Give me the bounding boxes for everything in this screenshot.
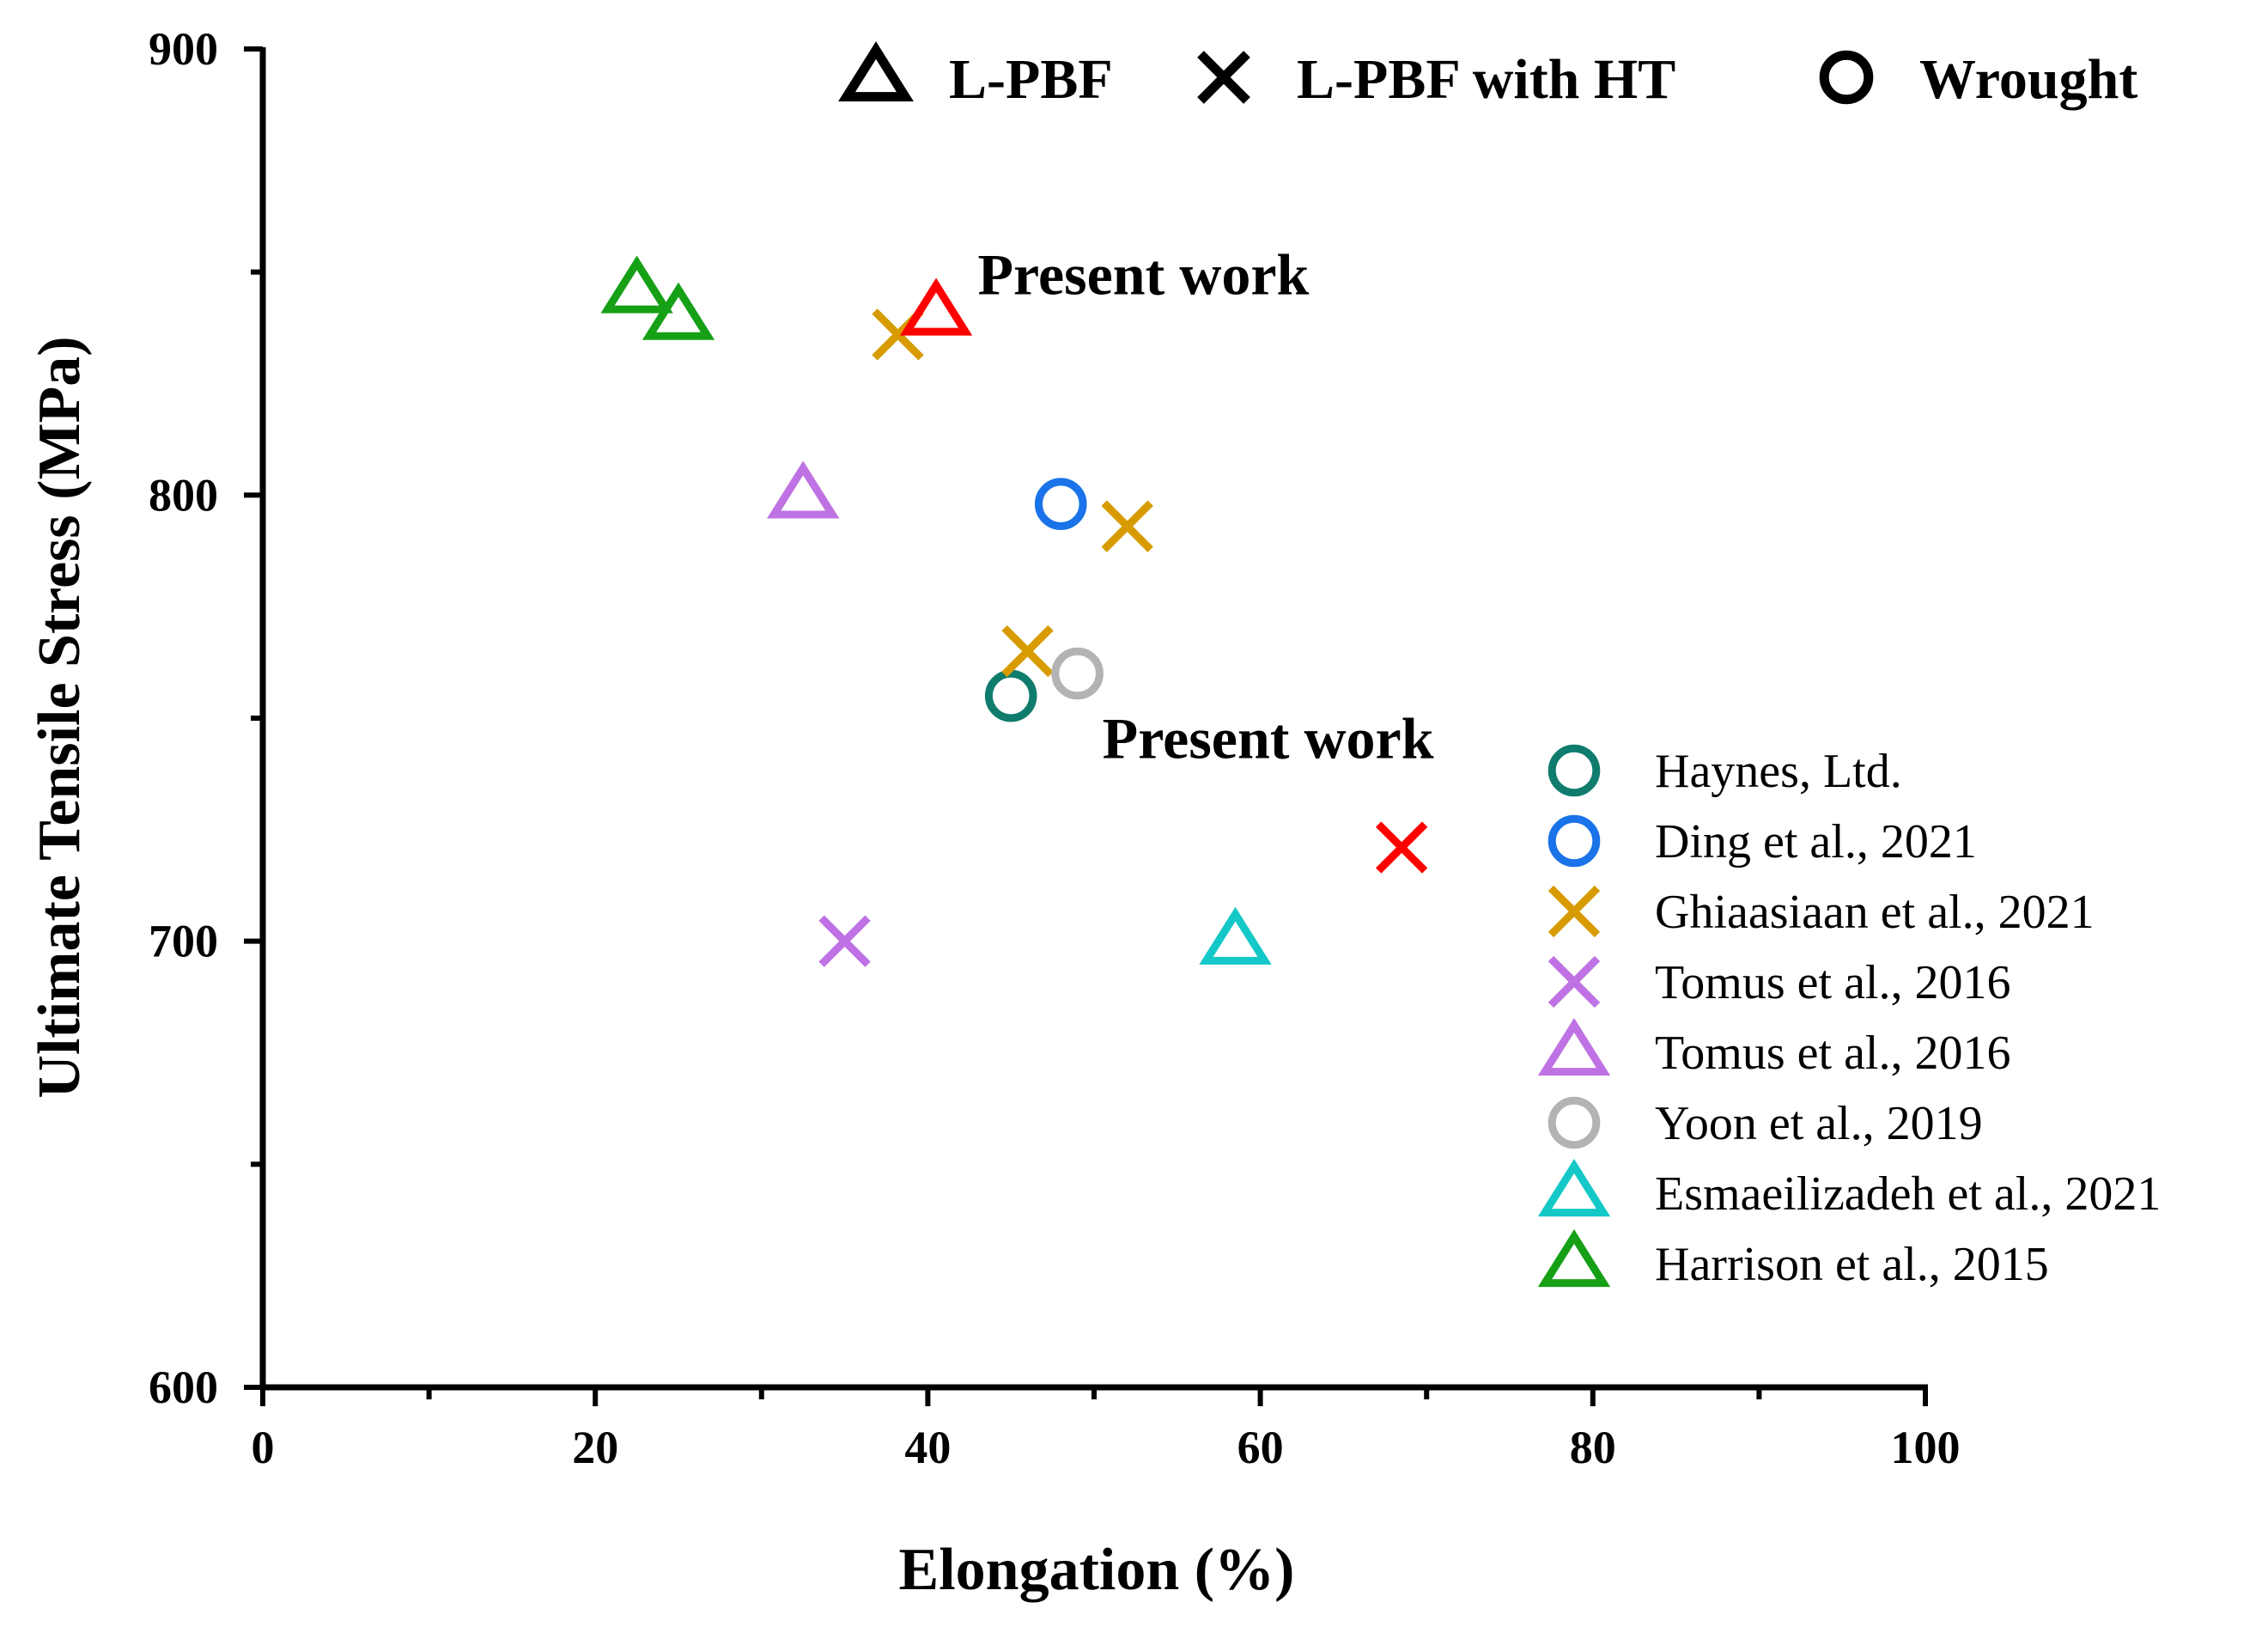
marker-type-legend-item: Wrought — [1819, 48, 2137, 111]
series-legend-item: Tomus et al., 2016 — [1547, 955, 2010, 1009]
legend-triangle-icon — [838, 41, 914, 102]
x-tick-label: 100 — [1891, 1422, 1961, 1473]
legend-cross-icon — [1547, 955, 1601, 1008]
data-points — [600, 255, 1428, 967]
series-legend-item: Ding et al., 2021 — [1547, 814, 1977, 868]
series-legend-item: Esmaeilizadeh et al., 2021 — [1537, 1159, 2161, 1221]
series-legend-item: Haynes, Ltd. — [1547, 744, 1902, 798]
x-tick-label: 40 — [904, 1422, 951, 1473]
data-point-cross — [1001, 625, 1054, 678]
series-legend-label: Haynes, Ltd. — [1655, 745, 1902, 798]
series-legend-item: Ghiaasiaan et al., 2021 — [1547, 885, 2095, 939]
annotations: Present work Present work — [977, 242, 1433, 771]
series-legend-label: Ding et al., 2021 — [1655, 815, 1977, 868]
y-tick-label: 700 — [149, 916, 218, 967]
legend-circle-icon — [1547, 744, 1601, 797]
data-point-circle — [1034, 478, 1087, 531]
data-point-triangle — [899, 277, 973, 336]
marker-type-legend-item: L-PBF with HT — [1197, 48, 1675, 111]
marker-type-legend-label: L-PBF — [949, 48, 1113, 111]
data-point-triangle — [1199, 906, 1272, 965]
x-tick-label: 80 — [1570, 1422, 1616, 1473]
series-legend-label: Esmaeilizadeh et al., 2021 — [1655, 1167, 2161, 1221]
data-point-circle — [984, 669, 1037, 722]
present-work-annotation: Present work — [977, 242, 1309, 308]
x-tick-label: 60 — [1237, 1422, 1284, 1473]
series-legend-item: Harrison et al., 2015 — [1537, 1229, 2049, 1291]
data-point-triangle — [641, 282, 715, 340]
data-point-cross — [1101, 500, 1153, 552]
series-legend-label: Tomus et al., 2016 — [1655, 1027, 2010, 1080]
axis-ticks: 0 20 40 60 80 100 600 700 800 900 — [149, 23, 1961, 1473]
y-tick-label: 800 — [149, 469, 218, 521]
x-axis-title: Elongation (%) — [899, 1537, 1295, 1603]
legend-cross-icon — [1547, 885, 1601, 938]
x-tick-label: 20 — [572, 1422, 618, 1473]
data-point-circle — [1051, 647, 1104, 700]
legend-circle-icon — [1547, 1096, 1601, 1149]
marker-type-legend-label: Wrought — [1919, 48, 2137, 111]
series-legend-item: Yoon et al., 2019 — [1547, 1096, 1983, 1150]
series-legend-label: Harrison et al., 2015 — [1655, 1238, 2049, 1291]
marker-type-legend: L-PBF L-PBF with HT Wrought — [838, 41, 2137, 111]
legend-triangle-icon — [1537, 1229, 1611, 1288]
legend-circle-icon — [1547, 814, 1601, 868]
series-legend: Haynes, Ltd. Ding et al., 2021 Ghiaasiaan … — [1537, 744, 2161, 1291]
marker-type-legend-label: L-PBF with HT — [1297, 48, 1675, 111]
series-legend-label: Ghiaasiaan et al., 2021 — [1655, 886, 2095, 939]
x-tick-label: 0 — [252, 1422, 275, 1473]
data-point-triangle — [767, 460, 840, 519]
legend-cross-icon — [1197, 51, 1250, 104]
series-legend-label: Tomus et al., 2016 — [1655, 956, 2010, 1009]
y-tick-label: 600 — [149, 1362, 218, 1413]
data-point-triangle — [600, 255, 673, 314]
y-tick-label: 900 — [149, 23, 218, 75]
present-work-annotation: Present work — [1103, 706, 1434, 771]
y-axis-title: Ultimate Tensile Stress (MPa) — [27, 336, 93, 1098]
series-legend-label: Yoon et al., 2019 — [1655, 1097, 1983, 1150]
marker-type-legend-item: L-PBF — [838, 41, 1113, 111]
legend-triangle-icon — [1537, 1159, 1611, 1217]
legend-triangle-icon — [1537, 1018, 1611, 1076]
legend-circle-icon — [1819, 50, 1874, 105]
data-point-cross — [1375, 821, 1428, 874]
series-legend-item: Tomus et al., 2016 — [1537, 1018, 2010, 1080]
data-point-cross — [818, 915, 871, 967]
